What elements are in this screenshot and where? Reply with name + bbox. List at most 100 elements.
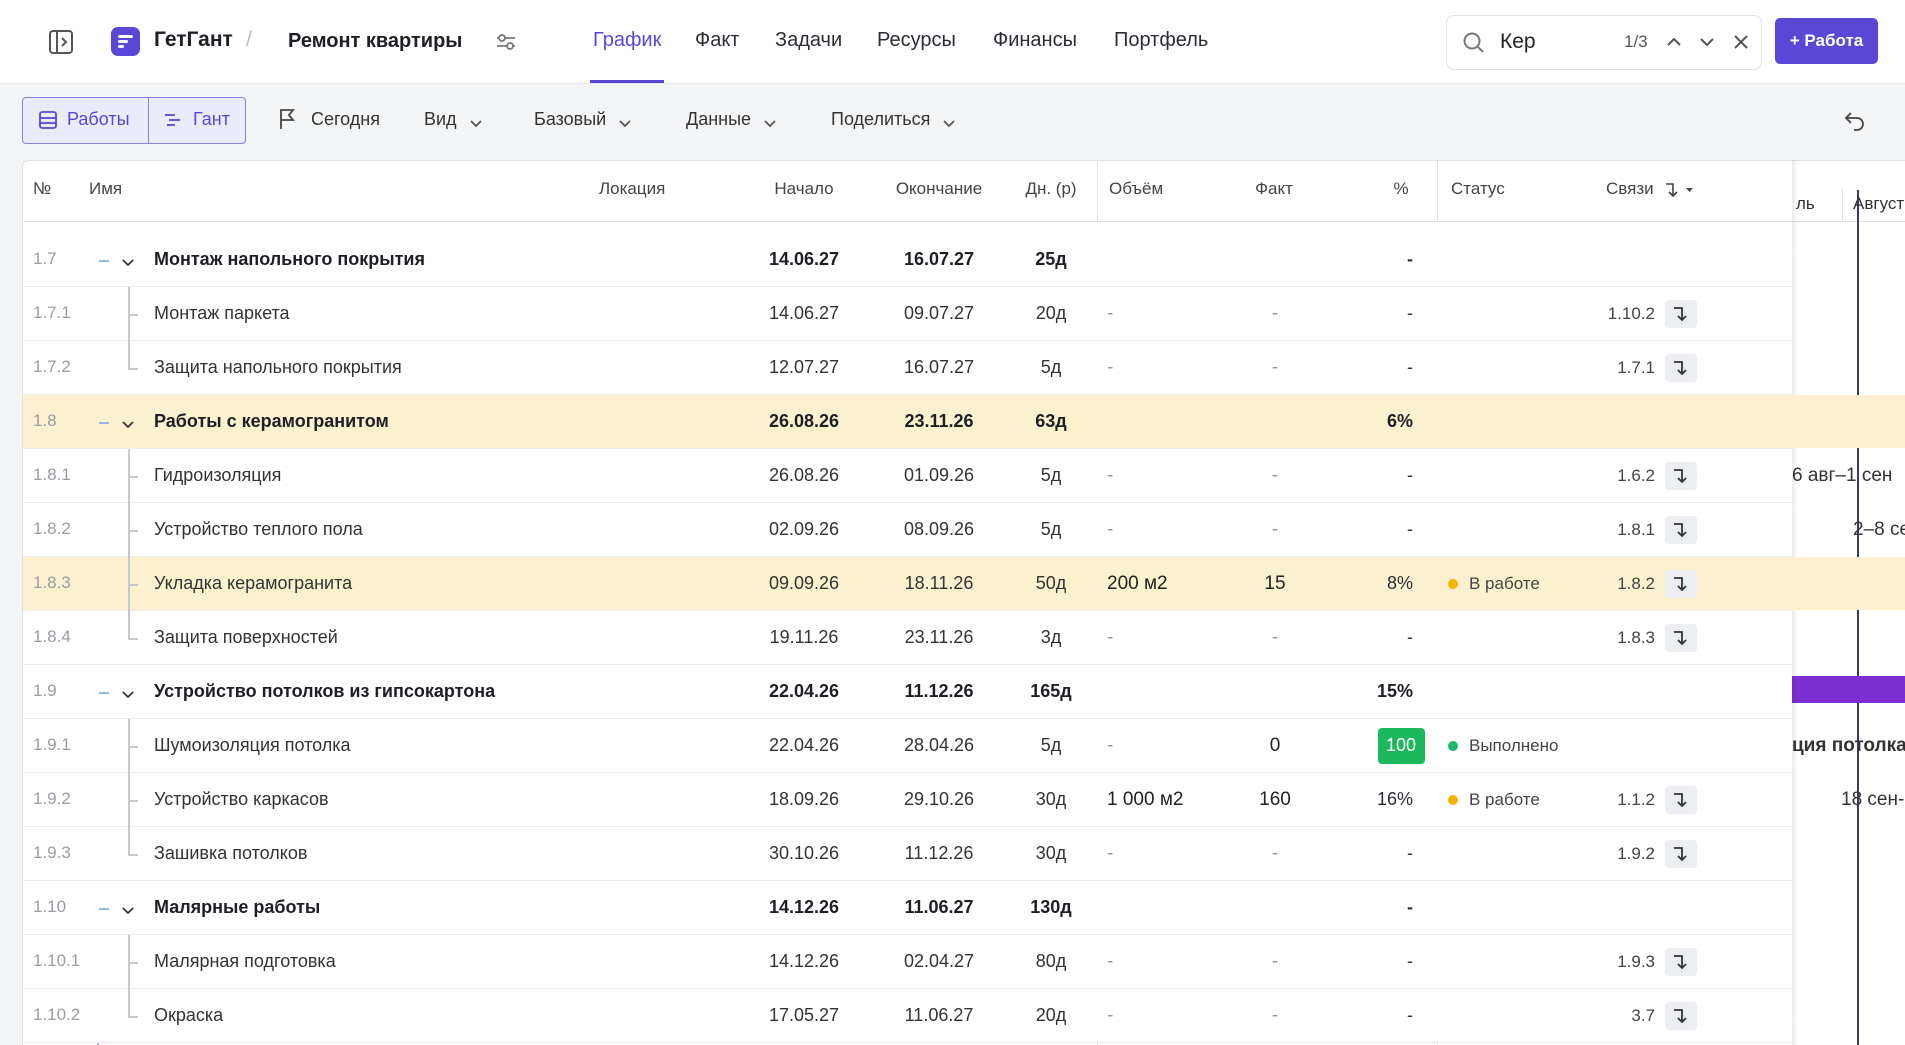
table-row[interactable] [23, 665, 1792, 719]
percent: - [1407, 1005, 1413, 1025]
table-row[interactable] [23, 827, 1792, 881]
table-row[interactable] [23, 935, 1792, 989]
gantt-label: ция потолка [1792, 735, 1905, 756]
task-name: Гидроизоляция [154, 465, 282, 485]
link[interactable]: 1.10.2 [1607, 304, 1655, 323]
link-button[interactable] [1665, 786, 1697, 814]
link[interactable]: 1.8.2 [1617, 574, 1655, 593]
table-row[interactable] [23, 287, 1792, 341]
column-header[interactable]: Дн. (р) [1025, 179, 1077, 198]
link-button[interactable] [1665, 840, 1697, 868]
toolbar-menu[interactable]: Базовый [534, 109, 607, 129]
column-header[interactable]: Начало [774, 179, 834, 198]
link[interactable]: 1.9.3 [1617, 952, 1655, 971]
link-button[interactable] [1665, 948, 1697, 976]
row-number: 1.8.2 [33, 519, 71, 538]
tree-connector [128, 341, 130, 368]
link-button[interactable] [1665, 354, 1697, 382]
add-work-label[interactable]: + Работа [1789, 31, 1864, 50]
add-work-button[interactable] [1775, 18, 1878, 64]
task-name: Монтаж напольного покрытия [154, 249, 426, 269]
search-query[interactable]: Кер [1500, 30, 1536, 53]
project-name[interactable]: Ремонт квартиры [288, 30, 463, 52]
search-controls[interactable] [1662, 30, 1754, 54]
nav-item[interactable]: Портфель [1114, 29, 1209, 51]
link[interactable]: 1.9.2 [1617, 844, 1655, 863]
link-button[interactable] [1665, 516, 1697, 544]
chevron-icon [469, 116, 483, 134]
table-row[interactable] [23, 449, 1792, 503]
fact: 160 [1259, 789, 1291, 810]
tree-branch [128, 530, 138, 532]
today-button[interactable]: Сегодня [311, 109, 380, 129]
table-row[interactable] [23, 611, 1792, 665]
project-settings[interactable] [495, 31, 517, 53]
tree-branch [99, 692, 109, 694]
duration: 20д [1035, 303, 1067, 323]
nav-item[interactable]: Ресурсы [877, 29, 956, 51]
column-header[interactable]: № [33, 179, 52, 198]
link-button[interactable] [1665, 300, 1697, 328]
start-date: 14.06.27 [768, 303, 840, 323]
end-date: 11.06.27 [904, 1005, 974, 1025]
column-header[interactable]: % [1393, 179, 1409, 198]
table-row[interactable] [23, 341, 1792, 395]
column-header[interactable]: Факт [1255, 179, 1293, 198]
link[interactable]: 1.7.1 [1617, 358, 1655, 377]
link[interactable]: 1.1.2 [1617, 790, 1655, 809]
link[interactable]: 1.8.1 [1617, 520, 1655, 539]
nav-item[interactable]: Финансы [993, 29, 1077, 51]
link[interactable]: 1.6.2 [1617, 466, 1655, 485]
table-row[interactable] [23, 719, 1792, 773]
fact: - [1271, 843, 1279, 864]
table-row[interactable] [23, 773, 1792, 827]
column-header[interactable]: Имя [89, 179, 123, 198]
table-row[interactable] [23, 233, 1792, 287]
toolbar-menu[interactable]: Вид [424, 109, 457, 129]
table-row[interactable] [23, 503, 1792, 557]
link-button[interactable] [1665, 624, 1697, 652]
chevron-icon [121, 417, 135, 435]
column-header[interactable]: Локация [599, 179, 666, 198]
task-name: Работы с керамогранитом [154, 411, 389, 431]
nav-item[interactable]: График [593, 29, 662, 51]
task-name: Укладка керамогранита [154, 573, 353, 593]
logo [111, 27, 140, 56]
link[interactable]: 3.7 [1631, 1006, 1655, 1025]
column-header[interactable]: Статус [1451, 179, 1505, 198]
status-dot [1448, 741, 1458, 751]
gantt-label: 6 авг–1 сен [1792, 465, 1893, 486]
table-row[interactable] [23, 557, 1792, 611]
fact: - [1271, 303, 1279, 324]
row-number: 1.9.2 [33, 789, 71, 808]
gantt-view[interactable]: Гант [193, 109, 230, 129]
column-header[interactable]: Связи [1606, 179, 1654, 198]
link-button[interactable] [1665, 570, 1697, 598]
volume: - [1107, 951, 1114, 972]
link-button[interactable] [1665, 462, 1697, 490]
column-header[interactable]: Окончание [895, 179, 983, 198]
duration: 50д [1035, 573, 1067, 593]
toolbar-menu[interactable]: Поделиться [831, 109, 931, 129]
task-name: Устройство потолков из гипсокартона [154, 681, 496, 701]
start-date: 14.06.27 [768, 249, 840, 269]
duration: 165д [1030, 681, 1072, 701]
panel-toggle[interactable] [48, 29, 74, 55]
nav-item[interactable]: Факт [695, 29, 740, 51]
link[interactable]: 1.8.3 [1617, 628, 1655, 647]
toolbar-menu[interactable]: Данные [686, 109, 752, 129]
end-date: 08.09.26 [903, 519, 975, 539]
row-number: 1.9.1 [33, 735, 71, 754]
table-row[interactable] [23, 881, 1792, 935]
nav-item[interactable]: Задачи [775, 29, 843, 51]
table-row[interactable] [23, 395, 1792, 449]
gantt-summary-bar [1792, 676, 1905, 703]
link-button[interactable] [1665, 1002, 1697, 1030]
column-header[interactable]: Объём [1109, 179, 1164, 198]
start-date: 18.09.26 [768, 789, 840, 809]
undo-icon[interactable] [1843, 108, 1867, 132]
status: В работе [1469, 790, 1540, 809]
works-view[interactable]: Работы [67, 109, 130, 129]
table-row[interactable] [23, 989, 1792, 1043]
tree-branch [128, 638, 138, 640]
